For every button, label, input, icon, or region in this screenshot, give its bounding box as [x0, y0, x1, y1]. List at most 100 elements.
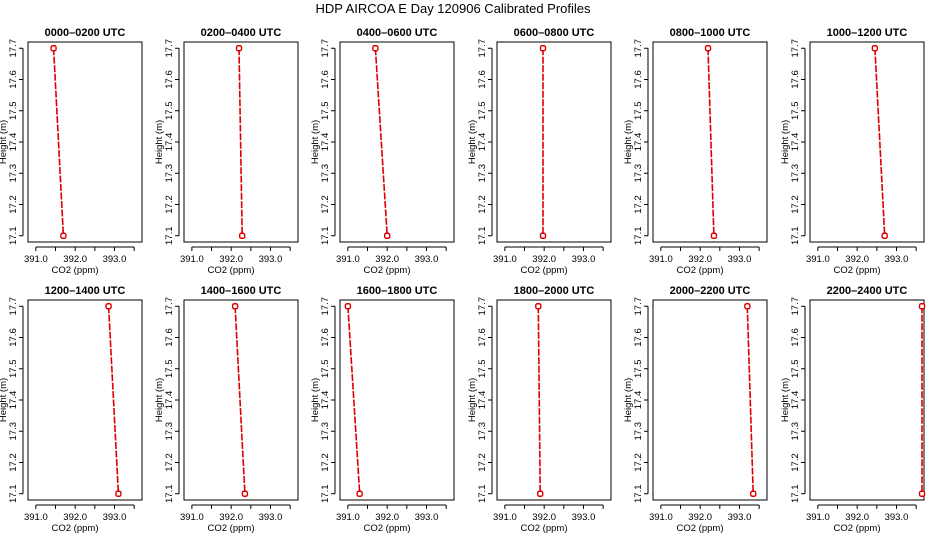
x-tick-label: 391.0	[493, 512, 517, 523]
y-tick-label: 17.7	[8, 39, 19, 58]
data-point-marker	[744, 303, 751, 310]
y-tick-label: 17.1	[320, 227, 331, 246]
x-tick-label: 393.0	[103, 512, 127, 523]
chart-panel-10: 1800–2000 UTC 391.0 392.0 393.0 CO2 (ppm) 17.…	[467, 285, 612, 534]
profile-line	[707, 48, 715, 236]
y-tick-label: 17.5	[164, 360, 175, 379]
y-tick-label: 17.4	[320, 133, 331, 152]
x-axis-label: CO2 (ppm)	[677, 523, 724, 534]
x-tick-label: 391.0	[180, 254, 204, 265]
y-tick-label: 17.6	[8, 328, 19, 347]
panel-title: 0800–1000 UTC	[670, 27, 751, 39]
y-tick-label: 17.2	[8, 195, 19, 214]
y-tick-label: 17.7	[790, 39, 801, 58]
x-tick-label: 391.0	[336, 254, 360, 265]
y-tick-label: 17.2	[320, 195, 331, 214]
x-tick-label: 392.0	[688, 512, 712, 523]
y-axis-label: Height (m)	[467, 378, 478, 422]
y-tick-label: 17.4	[790, 133, 801, 152]
x-tick-label: 392.0	[63, 254, 87, 265]
panel-title: 1600–1800 UTC	[357, 285, 438, 297]
profile-line	[52, 48, 65, 236]
y-tick-label: 17.5	[790, 360, 801, 379]
y-tick-label: 17.5	[8, 360, 19, 379]
y-tick-label: 17.1	[477, 485, 488, 504]
x-axis-label: CO2 (ppm)	[52, 265, 99, 276]
y-tick-label: 17.1	[633, 485, 644, 504]
y-tick-label: 17.1	[320, 485, 331, 504]
x-tick-label: 391.0	[649, 254, 673, 265]
y-tick-label: 17.5	[790, 102, 801, 121]
panel-title: 1400–1600 UTC	[201, 285, 282, 297]
x-tick-label: 393.0	[415, 254, 439, 265]
profile-line	[874, 48, 886, 236]
data-point-marker	[539, 45, 547, 52]
x-tick-label: 392.0	[532, 254, 556, 265]
y-tick-label: 17.4	[8, 133, 19, 152]
data-point-marker	[750, 490, 757, 497]
y-tick-label: 17.2	[633, 195, 644, 214]
x-tick-label: 393.0	[728, 512, 752, 523]
y-tick-label: 17.7	[164, 39, 175, 58]
data-point-marker	[539, 232, 547, 239]
data-point-marker	[704, 45, 712, 52]
panel-title: 2200–2400 UTC	[827, 285, 908, 297]
data-point-marker	[235, 45, 243, 52]
y-tick-label: 17.2	[790, 453, 801, 472]
y-tick-label: 17.3	[8, 164, 19, 183]
y-tick-label: 17.4	[633, 391, 644, 410]
y-axis-label: Height (m)	[0, 120, 9, 164]
chart-panel-3: 0400–0600 UTC 391.0 392.0 393.0 CO2 (ppm) 17.…	[310, 27, 455, 276]
x-axis-label: CO2 (ppm)	[521, 265, 568, 276]
y-axis-label: Height (m)	[310, 378, 321, 422]
y-tick-label: 17.2	[164, 453, 175, 472]
y-tick-label: 17.3	[790, 422, 801, 441]
data-point-marker	[537, 490, 544, 497]
data-point-marker	[356, 490, 363, 497]
y-tick-label: 17.6	[320, 328, 331, 347]
y-tick-label: 17.1	[164, 227, 175, 246]
plot-frame	[809, 41, 925, 243]
x-tick-label: 393.0	[728, 254, 752, 265]
chart-panel-1: 0000–0200 UTC 391.0 392.0 393.0 CO2 (ppm) 17.…	[0, 27, 143, 276]
x-tick-label: 393.0	[572, 254, 596, 265]
x-tick-label: 392.0	[845, 254, 869, 265]
data-point-marker	[238, 232, 246, 239]
data-point-marker	[372, 45, 379, 52]
x-axis-label: CO2 (ppm)	[52, 523, 99, 534]
y-axis-label: Height (m)	[780, 378, 791, 422]
x-axis-label: CO2 (ppm)	[364, 265, 411, 276]
data-point-marker	[50, 45, 57, 52]
chart-panel-7: 1200–1400 UTC 391.0 392.0 393.0 CO2 (ppm) 17.…	[0, 285, 143, 534]
y-tick-label: 17.5	[633, 360, 644, 379]
x-tick-label: 392.0	[219, 254, 243, 265]
panel-title: 1000–1200 UTC	[827, 27, 908, 39]
y-tick-label: 17.7	[633, 39, 644, 58]
panel-title: 0600–0800 UTC	[514, 27, 595, 39]
x-tick-label: 392.0	[688, 254, 712, 265]
data-point-marker	[383, 232, 391, 239]
y-axis-label: Height (m)	[154, 120, 165, 164]
x-axis-label: CO2 (ppm)	[208, 523, 255, 534]
chart-panel-11: 2000–2200 UTC 391.0 392.0 393.0 CO2 (ppm) 17.…	[623, 285, 768, 534]
figure-title: HDP AIRCOA E Day 120906 Calibrated Profi…	[315, 1, 591, 16]
y-tick-label: 17.2	[8, 453, 19, 472]
data-point-marker	[344, 303, 352, 310]
x-axis-label: CO2 (ppm)	[521, 523, 568, 534]
y-axis-label: Height (m)	[0, 378, 9, 422]
y-tick-label: 17.1	[790, 485, 801, 504]
y-tick-label: 17.2	[477, 453, 488, 472]
chart-panel-4: 0600–0800 UTC 391.0 392.0 393.0 CO2 (ppm) 17.…	[467, 27, 612, 276]
x-tick-label: 392.0	[63, 512, 87, 523]
plot-frame	[652, 41, 768, 243]
y-tick-label: 17.7	[8, 297, 19, 316]
chart-panel-6: 1000–1200 UTC 391.0 392.0 393.0 CO2 (ppm) 17.…	[780, 27, 925, 276]
y-tick-label: 17.1	[790, 227, 801, 246]
y-tick-label: 17.1	[8, 485, 19, 504]
y-tick-label: 17.3	[8, 422, 19, 441]
plot-frame	[496, 299, 612, 501]
x-tick-label: 393.0	[103, 254, 127, 265]
y-tick-label: 17.5	[633, 102, 644, 121]
y-tick-label: 17.1	[164, 485, 175, 504]
